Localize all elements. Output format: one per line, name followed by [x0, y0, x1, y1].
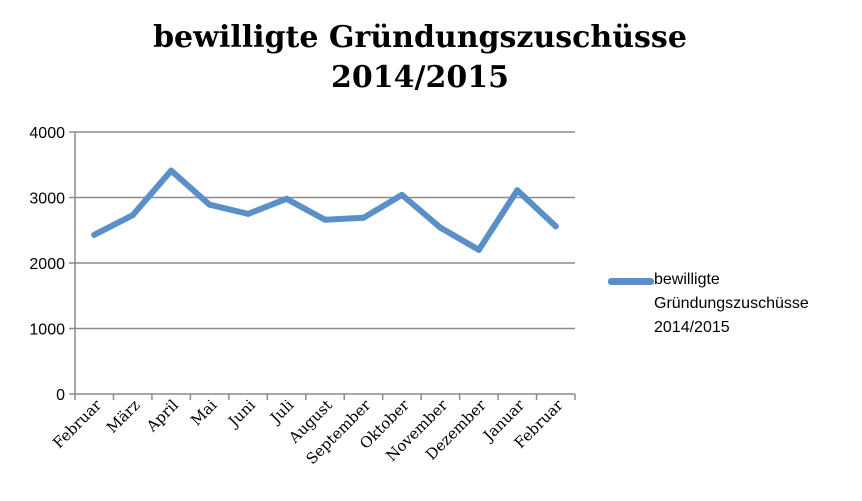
- data-point: [168, 167, 175, 174]
- data-point: [552, 223, 559, 230]
- legend-swatch: [608, 278, 654, 285]
- series-layer: [91, 167, 559, 253]
- x-tick-label: März: [103, 396, 144, 437]
- data-point: [322, 216, 328, 223]
- data-point: [283, 195, 290, 202]
- y-tick-label: 0: [56, 387, 65, 404]
- data-point: [360, 214, 367, 221]
- chart-title: bewilligte Gründungszuschüsse 2014/2015: [153, 20, 687, 95]
- x-tick-label: Mai: [187, 396, 220, 429]
- data-point: [437, 224, 444, 231]
- grid: [75, 131, 575, 330]
- y-tick-label: 4000: [29, 125, 65, 142]
- x-tick-label: Juni: [223, 396, 259, 432]
- axes: [69, 131, 576, 400]
- data-point: [129, 212, 136, 219]
- data-point: [398, 191, 405, 198]
- data-point: [91, 231, 98, 238]
- y-tick-labels: 0 1000 2000 3000 4000: [29, 125, 65, 404]
- y-tick-label: 3000: [29, 191, 65, 208]
- data-point: [245, 210, 252, 217]
- data-point: [514, 187, 521, 194]
- legend-label: bewilligte Gründungszuschüsse 2014/2015: [654, 271, 809, 336]
- y-tick-label: 1000: [29, 322, 65, 339]
- data-point: [206, 201, 213, 208]
- x-tick-label: Juli: [265, 396, 297, 428]
- x-tick-label: April: [142, 396, 182, 436]
- data-point: [475, 246, 482, 253]
- series-line: [91, 167, 559, 253]
- y-tick-label: 2000: [29, 256, 65, 273]
